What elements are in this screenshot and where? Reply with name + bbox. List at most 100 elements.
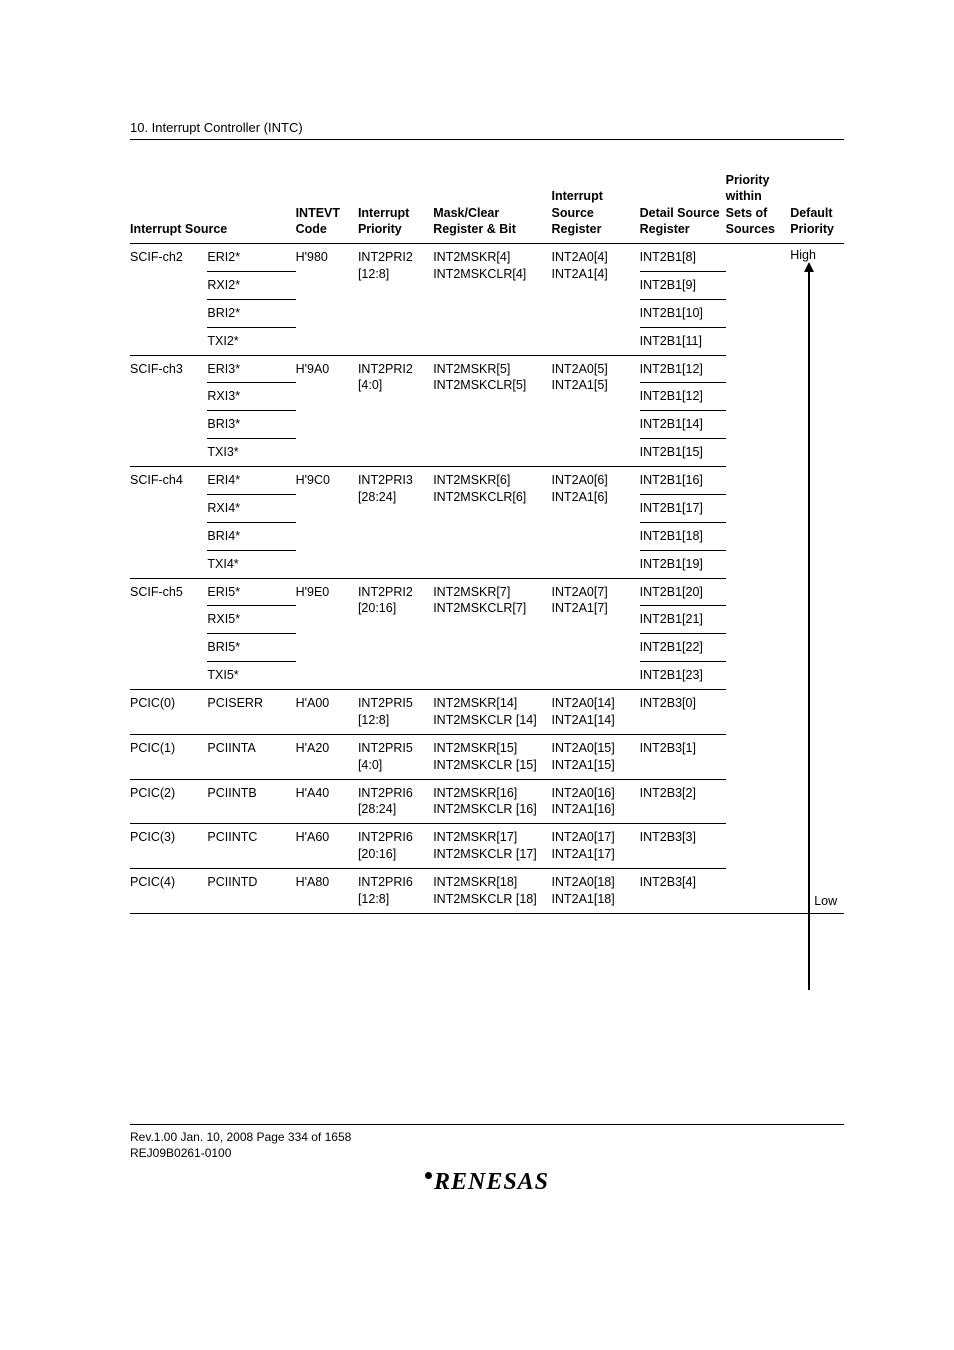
src2-cell: BRI4* <box>207 522 295 550</box>
dsr-cell: INT2B1[11] <box>640 327 726 355</box>
priority-cell: INT2PRI6 [12:8] <box>358 869 433 914</box>
code-cell: H'9C0 <box>296 467 358 579</box>
priority-cell: INT2PRI2 [4:0] <box>358 355 433 467</box>
isr-cell: INT2A0[7] INT2A1[7] <box>551 578 639 690</box>
src2-cell: RXI5* <box>207 606 295 634</box>
src2-cell: ERI2* <box>207 244 295 272</box>
dsr-cell: INT2B1[19] <box>640 550 726 578</box>
src1-cell: PCIC(4) <box>130 869 207 914</box>
mask-cell: INT2MSKR[14] INT2MSKCLR [14] <box>433 690 551 735</box>
th-prio: Interrupt Priority <box>358 168 433 244</box>
src1-cell: SCIF-ch3 <box>130 355 207 467</box>
src1-cell: PCIC(3) <box>130 824 207 869</box>
code-cell: H'A40 <box>296 779 358 824</box>
src2-cell: PCISERR <box>207 690 295 735</box>
src2-cell: TXI4* <box>207 550 295 578</box>
dsr-cell: INT2B1[22] <box>640 634 726 662</box>
mask-cell: INT2MSKR[4] INT2MSKCLR[4] <box>433 244 551 356</box>
dsr-cell: INT2B1[23] <box>640 662 726 690</box>
code-cell: H'9E0 <box>296 578 358 690</box>
sets-cell <box>726 244 791 914</box>
th-sets: Priority within Sets of Sources <box>726 168 791 244</box>
src2-cell: TXI2* <box>207 327 295 355</box>
mask-cell: INT2MSKR[5] INT2MSKCLR[5] <box>433 355 551 467</box>
code-cell: H'9A0 <box>296 355 358 467</box>
dsr-cell: INT2B3[4] <box>640 869 726 914</box>
isr-cell: INT2A0[5] INT2A1[5] <box>551 355 639 467</box>
src1-cell: PCIC(0) <box>130 690 207 735</box>
mask-cell: INT2MSKR[16] INT2MSKCLR [16] <box>433 779 551 824</box>
priority-cell: INT2PRI6 [28:24] <box>358 779 433 824</box>
dsr-cell: INT2B1[8] <box>640 244 726 272</box>
interrupt-table: Interrupt Source INTEVT Code Interrupt P… <box>130 168 844 914</box>
priority-cell: INT2PRI6 [20:16] <box>358 824 433 869</box>
th-isr: Interrupt Source Register <box>551 168 639 244</box>
src2-cell: TXI3* <box>207 439 295 467</box>
src2-cell: RXI4* <box>207 494 295 522</box>
mask-cell: INT2MSKR[6] INT2MSKCLR[6] <box>433 467 551 579</box>
dsr-cell: INT2B1[16] <box>640 467 726 495</box>
src1-cell: PCIC(2) <box>130 779 207 824</box>
priority-low-label: Low <box>814 893 837 910</box>
dsr-cell: INT2B1[10] <box>640 299 726 327</box>
code-cell: H'980 <box>296 244 358 356</box>
isr-cell: INT2A0[15] INT2A1[15] <box>551 734 639 779</box>
src2-cell: ERI5* <box>207 578 295 606</box>
priority-cell: INT2PRI5 [12:8] <box>358 690 433 735</box>
footer-rev: Rev.1.00 Jan. 10, 2008 Page 334 of 1658 <box>130 1129 844 1145</box>
dsr-cell: INT2B3[0] <box>640 690 726 735</box>
dsr-cell: INT2B1[20] <box>640 578 726 606</box>
src2-cell: ERI4* <box>207 467 295 495</box>
dsr-cell: INT2B1[18] <box>640 522 726 550</box>
src2-cell: BRI5* <box>207 634 295 662</box>
dsr-cell: INT2B1[17] <box>640 494 726 522</box>
priority-cell: INT2PRI5 [4:0] <box>358 734 433 779</box>
src2-cell: BRI3* <box>207 411 295 439</box>
logo-dot-icon <box>425 1172 432 1179</box>
code-cell: H'A60 <box>296 824 358 869</box>
dsr-cell: INT2B1[15] <box>640 439 726 467</box>
th-src: Interrupt Source <box>130 168 296 244</box>
src2-cell: PCIINTA <box>207 734 295 779</box>
priority-cell: INT2PRI3 [28:24] <box>358 467 433 579</box>
mask-cell: INT2MSKR[17] INT2MSKCLR [17] <box>433 824 551 869</box>
isr-cell: INT2A0[16] INT2A1[16] <box>551 779 639 824</box>
src2-cell: RXI3* <box>207 383 295 411</box>
arrow-line <box>808 270 810 990</box>
src1-cell: SCIF-ch2 <box>130 244 207 356</box>
dsr-cell: INT2B1[9] <box>640 271 726 299</box>
page-footer: Rev.1.00 Jan. 10, 2008 Page 334 of 1658 … <box>130 1124 844 1196</box>
mask-cell: INT2MSKR[7] INT2MSKCLR[7] <box>433 578 551 690</box>
isr-cell: INT2A0[14] INT2A1[14] <box>551 690 639 735</box>
th-code: INTEVT Code <box>296 168 358 244</box>
th-dsr: Detail Source Register <box>640 168 726 244</box>
mask-cell: INT2MSKR[18] INT2MSKCLR [18] <box>433 869 551 914</box>
src2-cell: TXI5* <box>207 662 295 690</box>
src2-cell: PCIINTD <box>207 869 295 914</box>
th-mask: Mask/Clear Register & Bit <box>433 168 551 244</box>
dsr-cell: INT2B1[12] <box>640 383 726 411</box>
mask-cell: INT2MSKR[15] INT2MSKCLR [15] <box>433 734 551 779</box>
src2-cell: RXI2* <box>207 271 295 299</box>
renesas-logo: RENESAS <box>434 1169 549 1195</box>
dsr-cell: INT2B1[12] <box>640 355 726 383</box>
dsr-cell: INT2B3[2] <box>640 779 726 824</box>
src1-cell: PCIC(1) <box>130 734 207 779</box>
priority-cell: INT2PRI2 [20:16] <box>358 578 433 690</box>
dsr-cell: INT2B3[1] <box>640 734 726 779</box>
section-header: 10. Interrupt Controller (INTC) <box>130 120 844 140</box>
src2-cell: PCIINTC <box>207 824 295 869</box>
dsr-cell: INT2B3[3] <box>640 824 726 869</box>
code-cell: H'A00 <box>296 690 358 735</box>
dsr-cell: INT2B1[21] <box>640 606 726 634</box>
src2-cell: PCIINTB <box>207 779 295 824</box>
isr-cell: INT2A0[6] INT2A1[6] <box>551 467 639 579</box>
src1-cell: SCIF-ch4 <box>130 467 207 579</box>
th-def: Default Priority <box>790 168 844 244</box>
isr-cell: INT2A0[18] INT2A1[18] <box>551 869 639 914</box>
code-cell: H'A80 <box>296 869 358 914</box>
src2-cell: ERI3* <box>207 355 295 383</box>
code-cell: H'A20 <box>296 734 358 779</box>
priority-cell: INT2PRI2 [12:8] <box>358 244 433 356</box>
isr-cell: INT2A0[4] INT2A1[4] <box>551 244 639 356</box>
